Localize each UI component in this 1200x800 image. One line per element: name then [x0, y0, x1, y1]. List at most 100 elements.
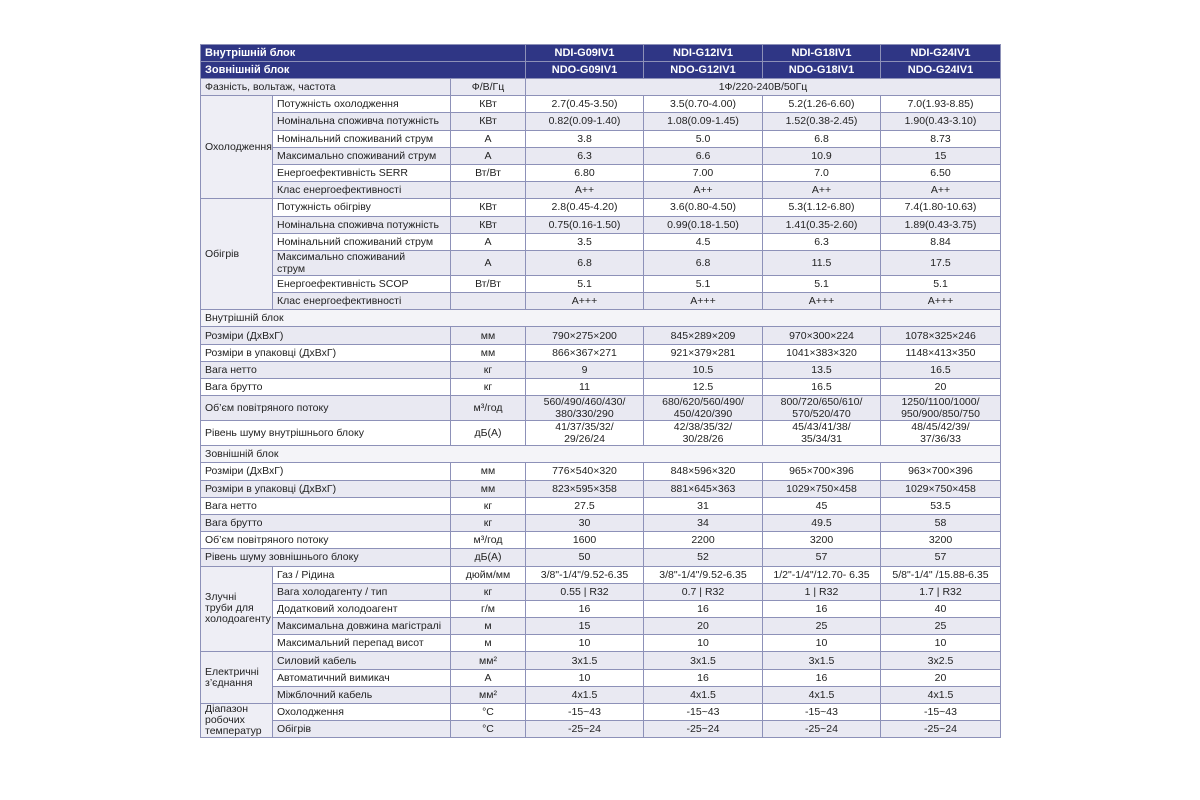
value: 800/720/650/610/ 570/520/470: [762, 395, 881, 422]
model-name: NDI-G09IV1: [525, 44, 644, 62]
value: 31: [643, 496, 763, 515]
value: 6.50: [880, 163, 1001, 183]
table-row: Додатковий холодоагент г/м 16 16 16 40: [201, 599, 1001, 619]
value: 7.00: [643, 163, 763, 183]
table-row: Зовнішній блок: [200, 445, 1001, 464]
model-name: NDO-G18IV1: [762, 61, 881, 79]
value: 42/38/35/32/ 30/28/26: [643, 420, 763, 447]
value: 12.5: [643, 377, 763, 397]
value: 6.80: [525, 163, 644, 183]
value: 3200: [880, 531, 1001, 550]
table-row: Енергоефективність SCOP Вт/Вт 5.1 5.1 5.1 5.1: [201, 274, 1001, 294]
model-name: NDO-G24IV1: [880, 61, 1001, 79]
value: -15~43: [880, 702, 1001, 722]
param-label: Розміри (ДхВхГ): [200, 462, 451, 481]
unit: КВт: [450, 112, 526, 131]
value: 3x1.5: [762, 651, 881, 670]
param-label: Потужність охолодження: [272, 95, 451, 114]
value: 53.5: [880, 496, 1001, 515]
unit: мм: [450, 479, 526, 498]
value: 680/620/560/490/ 450/420/390: [643, 395, 763, 422]
table-row: Вага брутто кг 11 12.5 16.5 20: [200, 377, 1001, 397]
header-label: Внутрішній блок: [200, 44, 526, 62]
value: 848×596×320: [643, 462, 763, 481]
value: 3.6(0.80-4.50): [643, 198, 763, 217]
param-label: Максимальна довжина магістралі: [272, 617, 451, 636]
table-row: Розміри в упаковці (ДхВхГ) мм 823×595×358 8…: [200, 479, 1001, 498]
value: 30: [525, 513, 644, 533]
unit: дюйм/мм: [450, 565, 526, 584]
value: 7.4(1.80-10.63): [880, 198, 1001, 217]
value: -15~43: [643, 702, 763, 722]
value: 4x1.5: [880, 685, 1001, 705]
param-label: Максимальний перепад висот: [272, 634, 451, 653]
value: 2.7(0.45-3.50): [525, 95, 644, 114]
table-row: Максимально споживаний струм А 6.3 6.6 10.9 1…: [201, 146, 1001, 165]
param-label: Розміри в упаковці (ДхВхГ): [200, 479, 451, 498]
value: 20: [643, 617, 763, 636]
value: 6.8: [525, 249, 644, 276]
value: 4x1.5: [762, 685, 881, 705]
value: 1.89(0.43-3.75): [880, 215, 1001, 234]
value: 16: [643, 668, 763, 687]
table-row: Вага холодагенту / тип кг 0.55 | R32 0.7 | …: [201, 582, 1001, 601]
param-label: Клас енергоефективності: [272, 292, 451, 311]
unit: дБ(А): [450, 548, 526, 567]
table-row: Обігрів °С -25~24 -25~24 -25~24 -25~24: [201, 720, 1001, 739]
table-row: Внутрішній блок: [200, 309, 1001, 328]
param-label: Газ / Рідина: [272, 565, 451, 584]
unit: мм²: [450, 685, 526, 705]
value: 1.7 | R32: [880, 582, 1001, 601]
table-row: Енергоефективність SERR Вт/Вт 6.80 7.00 7.0 6…: [201, 163, 1001, 183]
table-row: Розміри в упаковці (ДхВхГ) мм 866×367×271 9…: [200, 343, 1001, 362]
param-label: Енергоефективність SERR: [272, 163, 451, 183]
group-label: Обігрів: [200, 198, 273, 311]
param-label: Потужність обігріву: [272, 198, 451, 217]
table-row: Вага нетто кг 27.5 31 45 53.5: [200, 496, 1001, 515]
value: 57: [762, 548, 881, 567]
value: 1148×413×350: [880, 343, 1001, 362]
table-row: Електричні з’єднання Силовий кабель мм² 3x1…: [200, 651, 1001, 704]
value: 5.2(1.26-6.60): [762, 95, 881, 114]
unit: Ф/В/Гц: [450, 77, 526, 97]
param-label: Номінальна споживча потужність: [272, 112, 451, 131]
value: 45/43/41/38/ 35/34/31: [762, 420, 881, 447]
table-row: Об’єм повітряного потоку м³/год 560/490/46…: [200, 395, 1001, 422]
param-label: Клас енергоефективності: [272, 181, 451, 200]
model-name: NDI-G18IV1: [762, 44, 881, 62]
unit: кг: [450, 360, 526, 380]
value: 5.1: [643, 274, 763, 294]
value: 52: [643, 548, 763, 567]
table-row: Вага нетто кг 9 10.5 13.5 16.5: [200, 360, 1001, 380]
param-label: Об’єм повітряного потоку: [200, 531, 451, 550]
value: A+++: [525, 292, 644, 311]
value: 921×379×281: [643, 343, 763, 362]
table-row: Номінальна споживча потужність КВт 0.82(0.…: [201, 112, 1001, 131]
table-row: Діапазон робочих температур Охолодження °С…: [200, 702, 1001, 739]
table-row: Злучні труби для холодоагенту Газ / Рідин…: [200, 565, 1001, 653]
value: 57: [880, 548, 1001, 567]
unit: мм²: [450, 651, 526, 670]
value: 0.99(0.18-1.50): [643, 215, 763, 234]
value: 20: [880, 377, 1001, 397]
value: 881×645×363: [643, 479, 763, 498]
value: 1078×325×246: [880, 326, 1001, 345]
value: 4x1.5: [525, 685, 644, 705]
table-row: Номінальна споживча потужність КВт 0.75(0.…: [201, 215, 1001, 234]
value: 3x1.5: [525, 651, 644, 670]
value: -25~24: [525, 720, 644, 739]
group-label: Діапазон робочих температур: [200, 702, 273, 739]
value: 0.55 | R32: [525, 582, 644, 601]
value: 965×700×396: [762, 462, 881, 481]
table-row: Рівень шуму внутрішнього блоку дБ(А) 41/37…: [200, 420, 1001, 447]
unit: КВт: [450, 215, 526, 234]
value: 6.8: [762, 129, 881, 148]
value: 25: [880, 617, 1001, 636]
param-label: Додатковий холодоагент: [272, 599, 451, 619]
unit: м: [450, 617, 526, 636]
value: 10: [643, 634, 763, 653]
param-label: Енергоефективність SCOP: [272, 274, 451, 294]
value: 1041×383×320: [762, 343, 881, 362]
value: 58: [880, 513, 1001, 533]
value: 16: [762, 599, 881, 619]
